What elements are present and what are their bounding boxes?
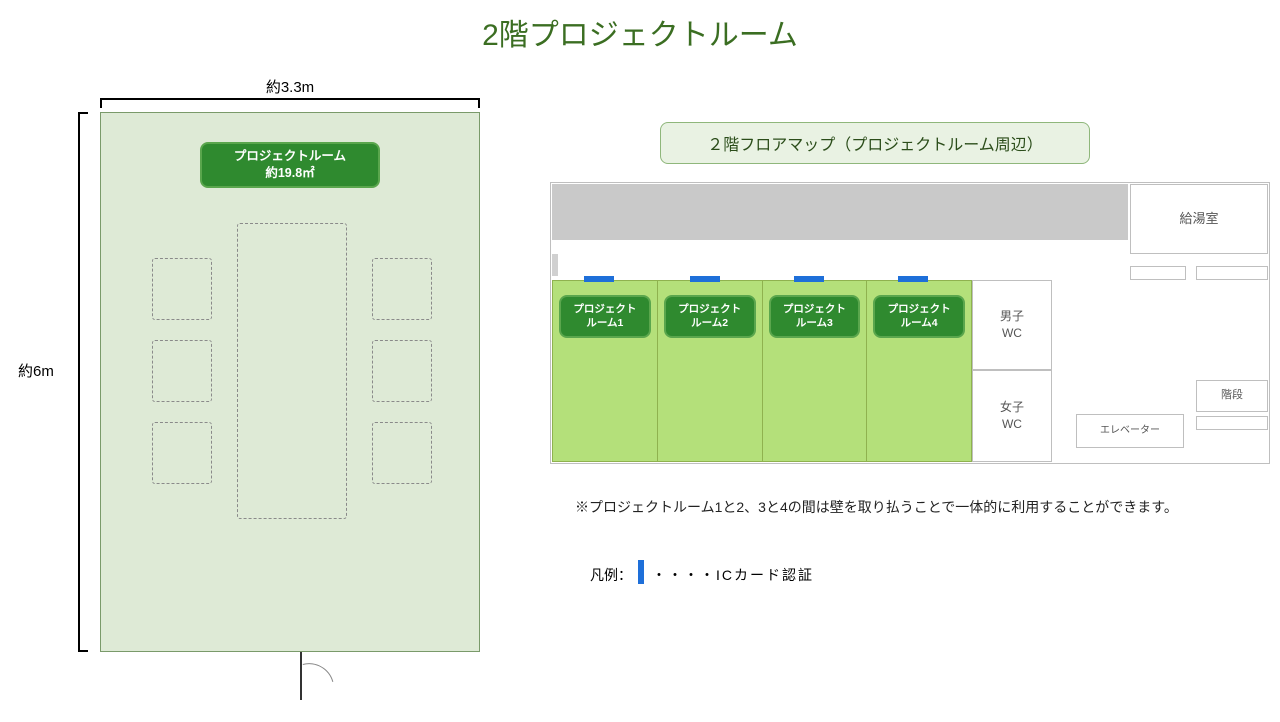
pr2-l2: ルーム2 — [691, 317, 728, 329]
stairs-box: 階段 — [1196, 380, 1268, 412]
ic-card-marker-icon — [898, 276, 928, 282]
conference-table — [237, 223, 347, 519]
corridor-pillar — [552, 254, 558, 276]
wc-female-label: 女子WC — [1000, 399, 1024, 433]
side-bar — [1130, 266, 1186, 280]
chair — [372, 258, 432, 320]
room-badge: プロジェクトルーム 約19.8㎡ — [200, 142, 380, 188]
ic-card-marker-icon — [584, 276, 614, 282]
ic-card-marker-icon — [690, 276, 720, 282]
dim-width-bar — [100, 98, 480, 108]
pr-badge-2: プロジェクト ルーム2 — [664, 295, 756, 338]
pr-badge-4: プロジェクト ルーム4 — [873, 295, 965, 338]
legend-label: 凡例： — [590, 565, 632, 585]
legend-marker-icon — [638, 560, 644, 584]
elevator-box: エレベーター — [1076, 414, 1184, 448]
project-room-2: プロジェクト ルーム2 — [658, 280, 763, 462]
dim-height-label: 約6m — [18, 360, 54, 381]
dim-height-bar — [78, 112, 88, 652]
floor-gray-wall — [552, 184, 1128, 240]
chair — [152, 258, 212, 320]
dim-width-label: 約3.3m — [100, 76, 480, 97]
wc-male: 男子WC — [972, 280, 1052, 370]
pr3-l2: ルーム3 — [796, 317, 833, 329]
side-bar — [1196, 416, 1268, 430]
pr4-l2: ルーム4 — [901, 317, 938, 329]
room-badge-line2: 約19.8㎡ — [265, 165, 314, 182]
pr-badge-1: プロジェクト ルーム1 — [559, 295, 651, 338]
chair — [152, 422, 212, 484]
project-room-3: プロジェクト ルーム3 — [763, 280, 868, 462]
wc-female: 女子WC — [972, 370, 1052, 462]
project-room-1: プロジェクト ルーム1 — [552, 280, 658, 462]
chair — [372, 340, 432, 402]
legend-text: ・・・・ICカード認証 — [652, 565, 814, 585]
chair — [152, 340, 212, 402]
stairs-label: 階段 — [1221, 388, 1243, 403]
kyutoshitsu-box: 給湯室 — [1130, 184, 1268, 254]
side-bar — [1196, 266, 1268, 280]
page-title: 2階プロジェクトルーム — [0, 10, 1280, 54]
pr3-l1: プロジェクト — [783, 303, 846, 315]
pr2-l1: プロジェクト — [678, 303, 741, 315]
note-text: ※プロジェクトルーム1と2、3と4の間は壁を取り払うことで一体的に利用することが… — [575, 494, 1225, 521]
room-badge-line1: プロジェクトルーム — [234, 148, 346, 165]
pr1-l1: プロジェクト — [573, 303, 636, 315]
wc-male-label: 男子WC — [1000, 308, 1024, 342]
kyutoshitsu-label: 給湯室 — [1179, 210, 1218, 228]
project-room-4: プロジェクト ルーム4 — [867, 280, 972, 462]
chair — [372, 422, 432, 484]
pr4-l1: プロジェクト — [888, 303, 951, 315]
floormap-title: ２階フロアマップ（プロジェクトルーム周辺） — [660, 122, 1090, 164]
elevator-label: エレベーター — [1100, 424, 1160, 438]
pr1-l2: ルーム1 — [586, 317, 623, 329]
door-arc — [275, 654, 343, 722]
ic-card-marker-icon — [794, 276, 824, 282]
pr-badge-3: プロジェクト ルーム3 — [769, 295, 861, 338]
project-rooms-wrap: プロジェクト ルーム1 プロジェクト ルーム2 プロジェクト ルーム3 プロジェ… — [552, 280, 972, 462]
